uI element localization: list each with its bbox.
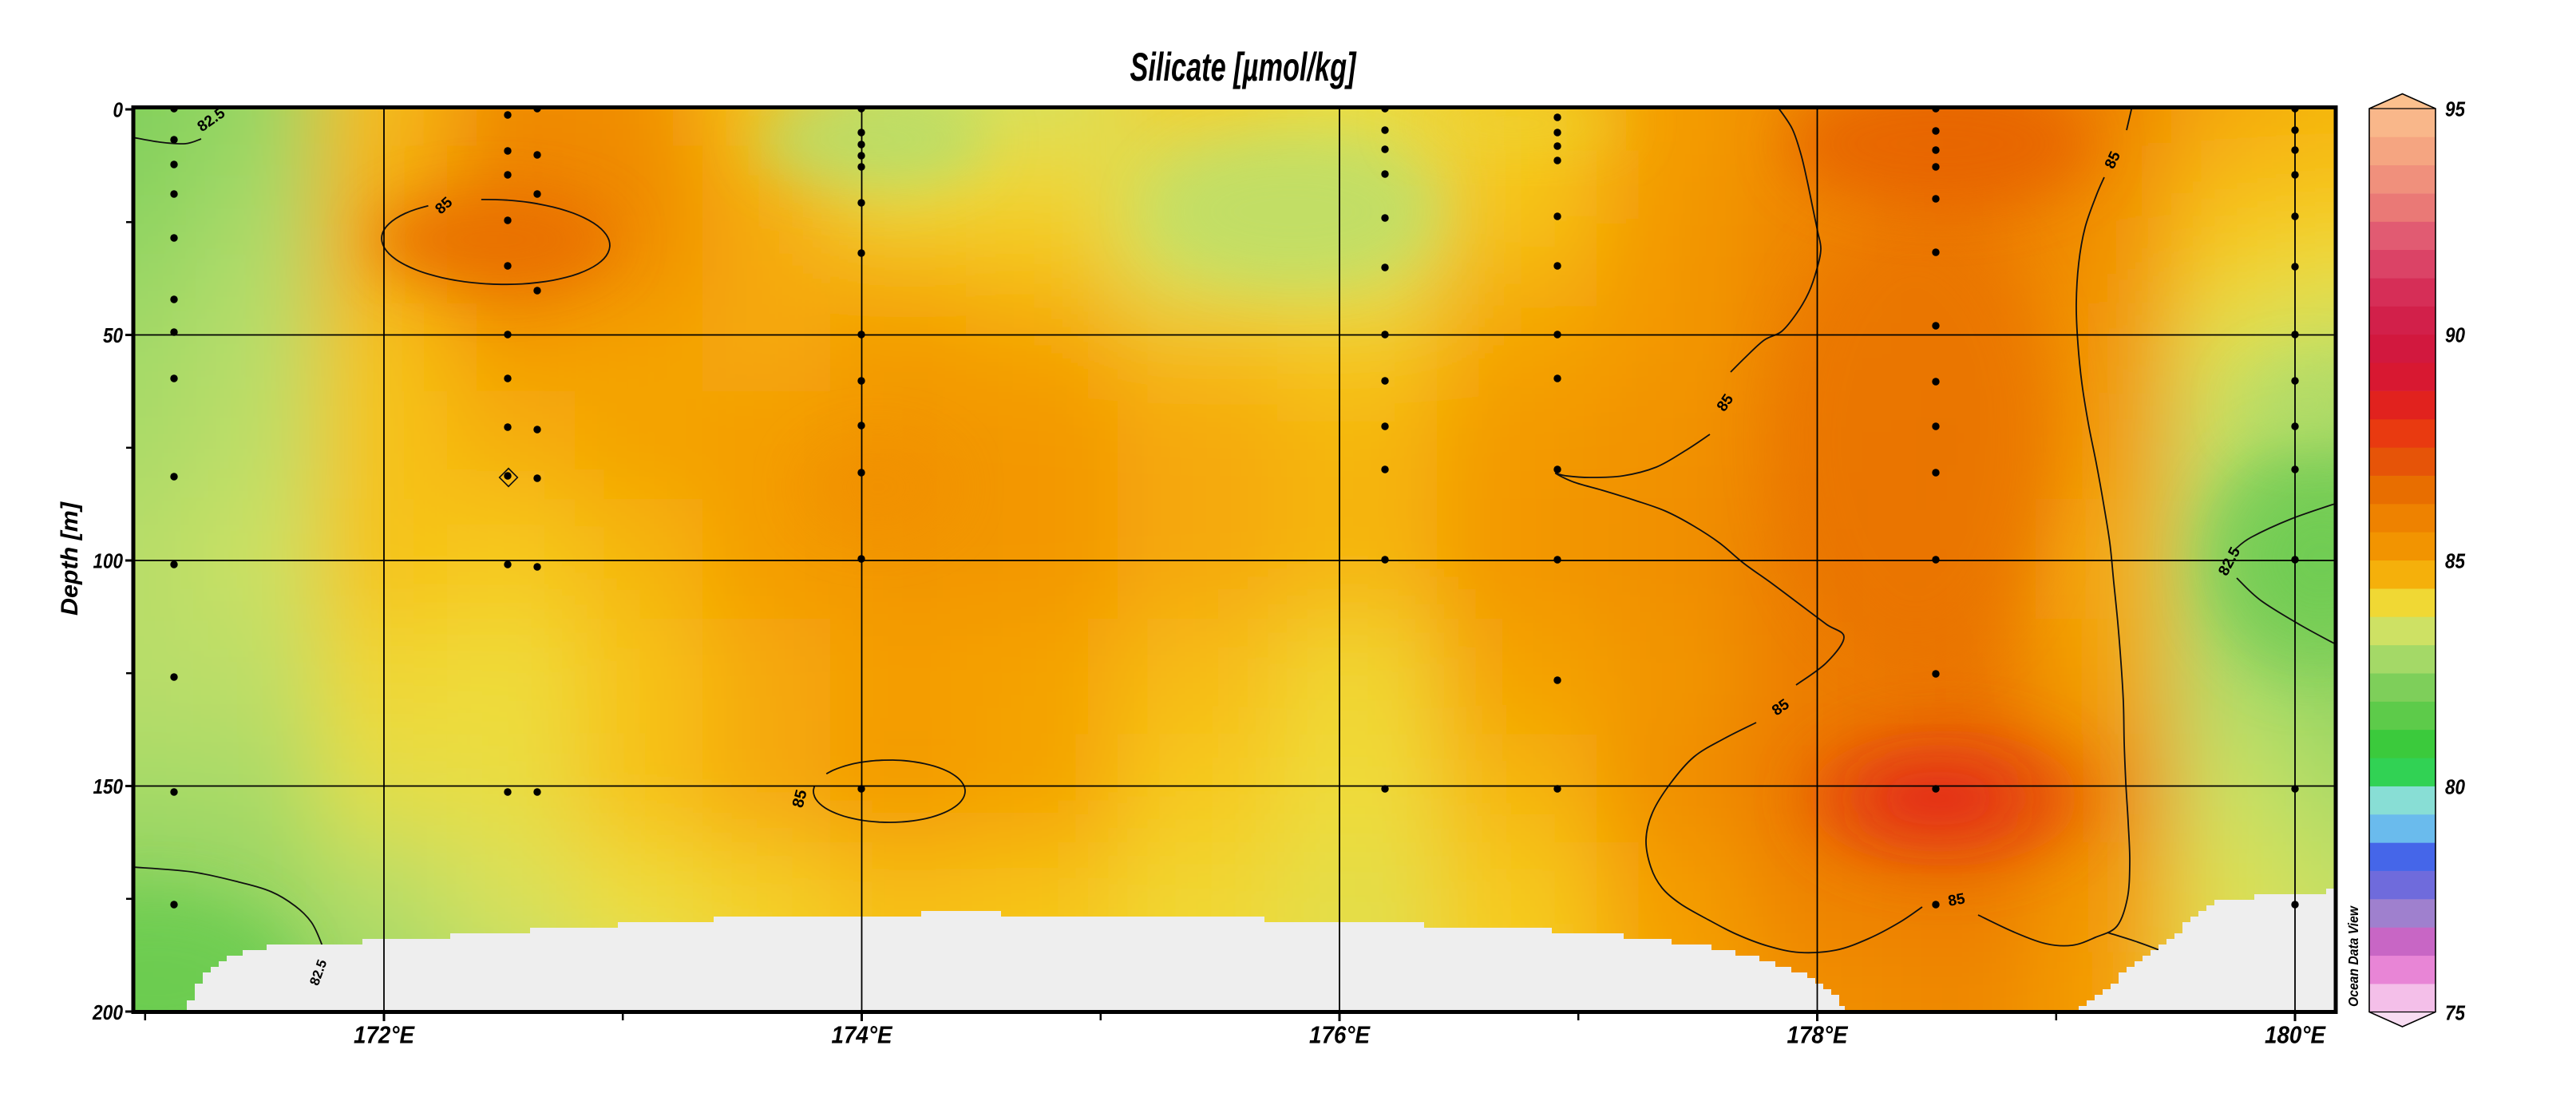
svg-text:Ocean Data View: Ocean Data View [2345, 905, 2361, 1007]
svg-text:178°E: 178°E [1787, 1021, 1849, 1049]
svg-text:Depth [m]: Depth [m] [57, 501, 83, 616]
svg-text:95: 95 [2445, 97, 2465, 121]
svg-text:150: 150 [93, 774, 124, 798]
svg-text:172°E: 172°E [354, 1021, 415, 1049]
svg-text:180°E: 180°E [2265, 1021, 2326, 1049]
svg-text:85: 85 [1947, 890, 1967, 909]
svg-text:90: 90 [2445, 323, 2465, 347]
svg-text:80: 80 [2445, 775, 2465, 799]
svg-text:75: 75 [2445, 1001, 2465, 1025]
svg-text:200: 200 [92, 1000, 123, 1024]
svg-text:85: 85 [2445, 549, 2465, 573]
svg-text:176°E: 176°E [1309, 1021, 1371, 1049]
svg-text:174°E: 174°E [832, 1021, 893, 1049]
svg-text:0: 0 [113, 98, 124, 122]
svg-text:Silicate [µmol/kg]: Silicate [µmol/kg] [1130, 45, 1358, 89]
svg-text:50: 50 [103, 323, 123, 347]
svg-text:100: 100 [93, 549, 124, 573]
